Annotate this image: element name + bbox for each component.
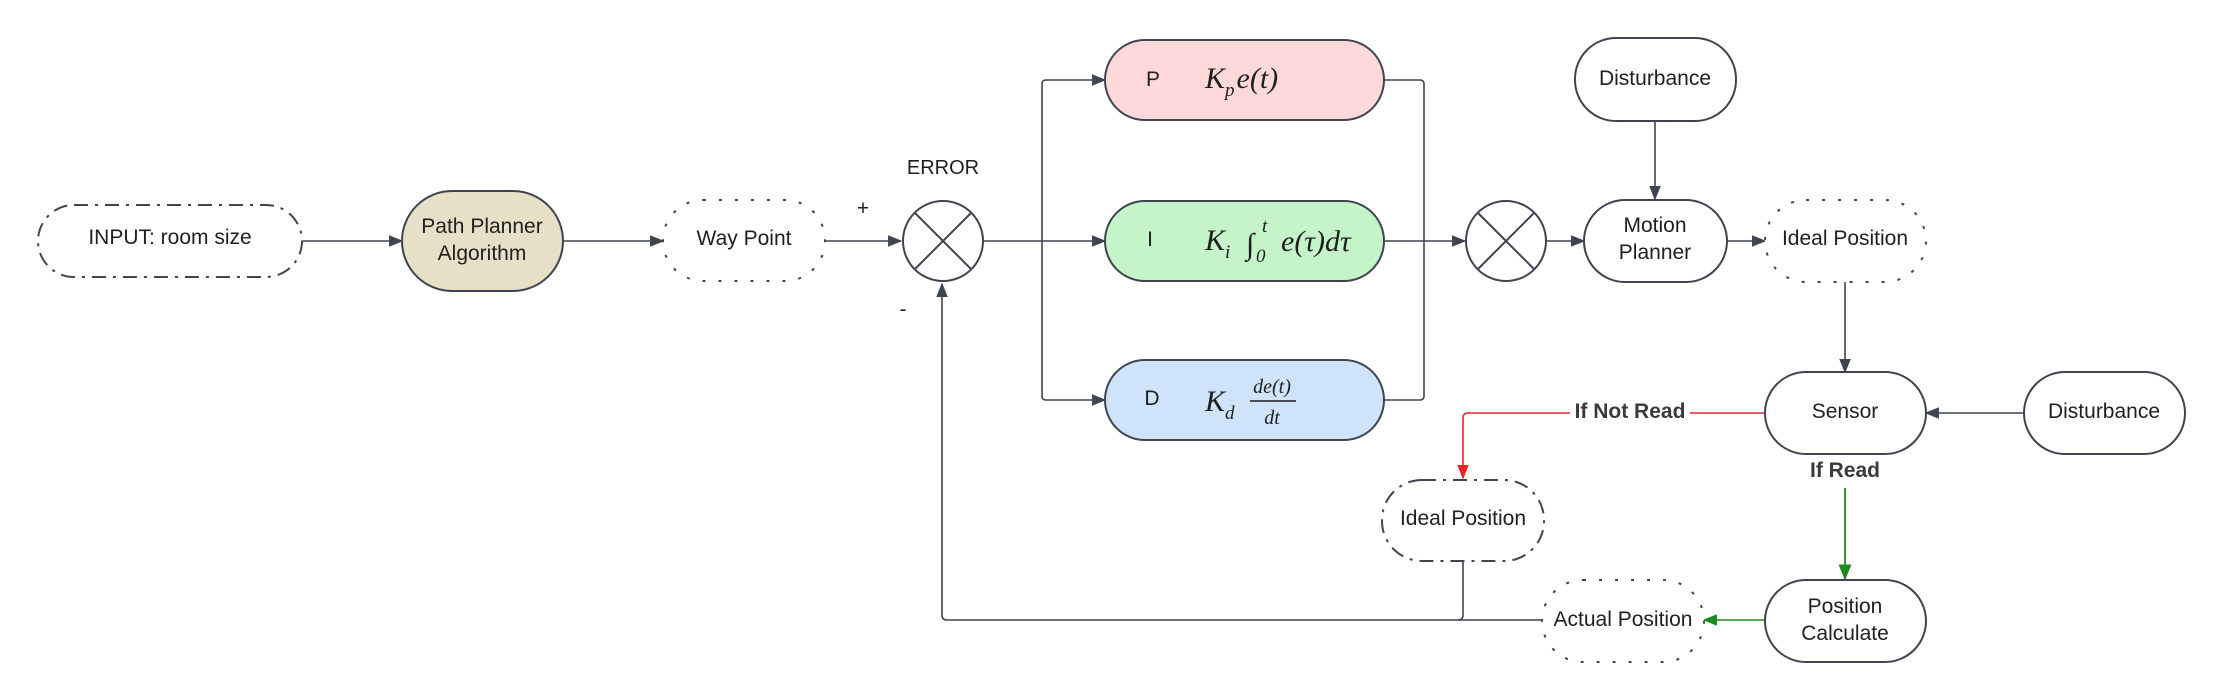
- ideal-position-right-shape: [1764, 199, 1927, 283]
- i-upper-limit: t: [1262, 216, 1268, 237]
- minus-sign: -: [900, 298, 907, 321]
- i-integral-sign: ∫: [1244, 228, 1256, 263]
- error-summing-junction: [902, 200, 984, 282]
- if-not-read-label: If Not Read: [1575, 400, 1686, 423]
- i-letter: I: [1147, 228, 1153, 251]
- disturbance-right-label: Disturbance: [2048, 400, 2160, 423]
- d-fraction-numerator: de(t): [1253, 376, 1291, 398]
- actual-position-shape: [1541, 579, 1705, 663]
- way-point-node[interactable]: Way Point: [662, 199, 826, 282]
- edge-ideal-position-lower-to-feedback: [1457, 561, 1464, 621]
- i-block[interactable]: I Ki ∫ t 0 e(τ)dτ: [1104, 200, 1385, 282]
- motion-planner-label-line1: Motion: [1623, 214, 1686, 237]
- sensor-node[interactable]: Sensor: [1764, 371, 1927, 455]
- sensor-label: Sensor: [1812, 400, 1879, 423]
- position-calculate-shape: [1764, 579, 1927, 663]
- p-letter: P: [1146, 68, 1160, 91]
- i-lower-limit: 0: [1256, 246, 1266, 267]
- disturbance-right-node[interactable]: Disturbance: [2023, 371, 2186, 455]
- d-block-shape: [1104, 359, 1385, 441]
- edge-error-to-p: [984, 74, 1107, 242]
- pid-sum-cross-b: [1477, 212, 1535, 270]
- path-planner-label-line2: Algorithm: [438, 242, 527, 265]
- d-formula-k: Kd: [1204, 385, 1235, 424]
- if-not-read-label-bg: [1570, 398, 1690, 424]
- input-node-shape: [37, 204, 303, 278]
- i-formula-rest: e(τ)dτ: [1281, 225, 1352, 258]
- i-formula-k: Ki: [1204, 224, 1230, 263]
- p-formula: Kpe(t): [1204, 62, 1278, 101]
- ideal-position-right-label: Ideal Position: [1782, 227, 1908, 250]
- path-planner-node[interactable]: Path Planner Algorithm: [401, 190, 564, 292]
- plus-sign: +: [857, 197, 869, 220]
- d-fraction-denominator: dt: [1264, 407, 1280, 429]
- path-planner-shape: [401, 190, 564, 292]
- input-label: INPUT: room size: [88, 226, 251, 249]
- ideal-position-right-node[interactable]: Ideal Position: [1764, 199, 1927, 283]
- ideal-position-lower-node[interactable]: Ideal Position: [1381, 479, 1545, 562]
- edge-sensor-if-not-read: [1457, 412, 1765, 480]
- disturbance-top-shape: [1574, 37, 1737, 122]
- actual-position-node[interactable]: Actual Position: [1541, 579, 1705, 663]
- edge-error-to-d: [1041, 241, 1107, 406]
- position-calculate-label-line1: Position: [1808, 595, 1883, 618]
- motion-planner-shape: [1583, 199, 1728, 283]
- p-block[interactable]: P Kpe(t): [1104, 39, 1385, 121]
- edge-actual-to-error-feedback: [936, 282, 1542, 621]
- edge-p-to-sum: [1384, 79, 1425, 241]
- motion-planner-node[interactable]: Motion Planner: [1583, 199, 1728, 283]
- motion-planner-label-line2: Planner: [1619, 241, 1691, 264]
- d-letter: D: [1144, 387, 1159, 410]
- error-label: ERROR: [907, 157, 979, 179]
- actual-position-label: Actual Position: [1554, 608, 1693, 631]
- path-planner-label-line1: Path Planner: [421, 215, 542, 238]
- ideal-position-lower-shape: [1381, 479, 1545, 562]
- input-node[interactable]: INPUT: room size: [37, 204, 303, 278]
- disturbance-top-node[interactable]: Disturbance: [1574, 37, 1737, 122]
- position-calculate-node[interactable]: Position Calculate: [1764, 579, 1927, 663]
- p-block-shape: [1104, 39, 1385, 121]
- sensor-shape: [1764, 371, 1927, 455]
- ideal-position-lower-label: Ideal Position: [1400, 507, 1526, 530]
- disturbance-top-label: Disturbance: [1599, 67, 1711, 90]
- d-block[interactable]: D Kd de(t) dt: [1104, 359, 1385, 441]
- way-point-label: Way Point: [697, 227, 792, 250]
- position-calculate-label-line2: Calculate: [1801, 622, 1889, 645]
- edges: [302, 74, 2024, 626]
- error-sum-cross-b: [914, 212, 972, 270]
- pid-summing-junction: [1465, 200, 1547, 282]
- disturbance-right-shape: [2023, 371, 2186, 455]
- if-read-label: If Read: [1810, 459, 1880, 482]
- way-point-shape: [662, 199, 826, 282]
- edge-d-to-sum: [1384, 241, 1425, 401]
- i-block-shape: [1104, 200, 1385, 282]
